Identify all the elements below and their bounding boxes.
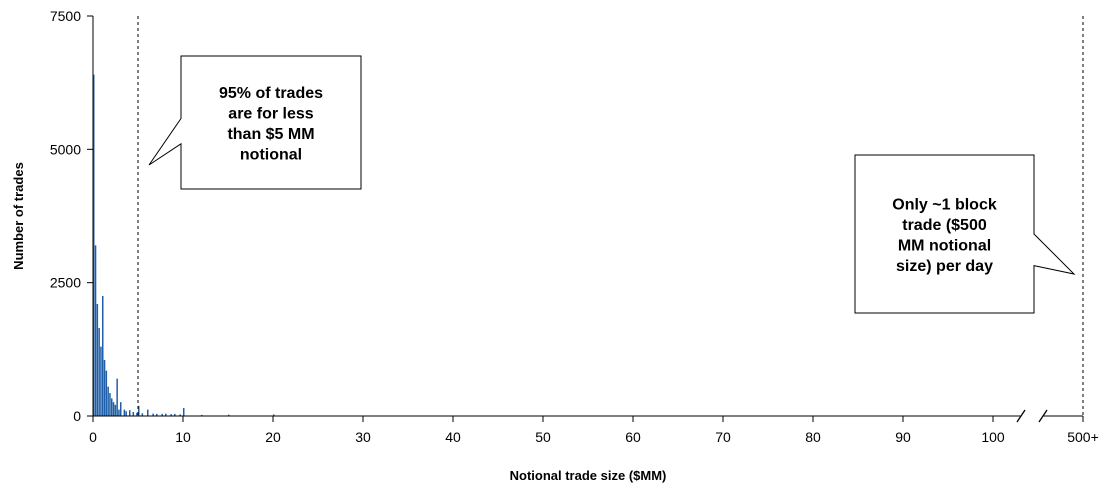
x-tick-label: 50: [535, 429, 551, 445]
x-tick-label: 90: [895, 429, 911, 445]
x-tick-label: 0: [89, 429, 97, 445]
callout-line: notional: [240, 146, 302, 163]
histogram-bar: [105, 370, 108, 416]
histogram-bar: [109, 393, 111, 416]
histogram-bar: [129, 410, 131, 416]
y-tick-label: 7500: [50, 8, 81, 24]
histogram-bar: [273, 414, 275, 416]
callout-line: MM notional: [898, 237, 991, 254]
histogram-bar: [94, 245, 97, 416]
histogram-bar: [179, 414, 181, 416]
callout-line: than $5 MM: [227, 126, 314, 143]
histogram-bar: [116, 378, 118, 416]
x-tick-label: 70: [715, 429, 731, 445]
histogram-bar: [107, 386, 109, 416]
callout-line: 95% of trades: [219, 85, 323, 102]
histogram-bar: [100, 346, 102, 416]
histogram-bar: [103, 360, 106, 416]
callout-line: trade ($500: [902, 217, 987, 234]
histogram-bar: [201, 414, 203, 416]
x-tick-label: 100: [981, 429, 1005, 445]
y-tick-label: 5000: [50, 141, 81, 157]
histogram-bar: [125, 411, 127, 416]
x-tick-label: 20: [265, 429, 281, 445]
histogram-bar: [123, 409, 126, 416]
histogram-bar: [102, 296, 104, 416]
x-tick-label: 40: [445, 429, 461, 445]
y-axis-label: Number of trades: [11, 162, 26, 270]
callout-95-percent: 95% of trades are for less than $5 MM notio…: [148, 55, 362, 190]
histogram-bar: [183, 408, 185, 416]
histogram-bar: [152, 413, 154, 416]
break-slash: [1016, 409, 1026, 423]
callout-2-text: Only ~1 block trade ($500 MM notional size)…: [892, 196, 997, 275]
histogram-bar: [174, 413, 176, 416]
y-ticks: 0 2500 5000 7500: [50, 8, 93, 424]
histogram-bar: [112, 402, 115, 416]
callout-line: size) per day: [896, 258, 993, 275]
reference-lines: [137, 16, 1084, 416]
histogram-bar: [114, 404, 117, 416]
x-tick-label: 30: [355, 429, 371, 445]
histogram-bar: [170, 414, 172, 416]
histogram-bar: [118, 409, 120, 416]
histogram-bar: [228, 414, 230, 416]
callout-2-shape: [854, 154, 1076, 314]
x-axis-label: Notional trade size ($MM): [510, 468, 667, 483]
callout-1-text: 95% of trades are for less than $5 MM notio…: [219, 85, 323, 164]
bars-group: [93, 74, 275, 417]
histogram-bar: [147, 409, 149, 416]
x-tick-label: 80: [805, 429, 821, 445]
callout-line: Only ~1 block: [892, 196, 997, 213]
break-slash: [1038, 409, 1048, 423]
histogram-bar: [136, 412, 138, 416]
x-tick-label: 60: [625, 429, 641, 445]
callout-line: are for less: [228, 105, 313, 122]
histogram-bar: [96, 304, 99, 416]
y-tick-label: 2500: [50, 275, 81, 291]
histogram-bar: [132, 412, 135, 416]
histogram-bar: [161, 413, 163, 416]
histogram-bar: [111, 398, 113, 416]
histogram-bar: [141, 413, 144, 416]
histogram-bar: [156, 413, 158, 416]
axes: [92, 16, 1083, 423]
histogram-bar: [165, 413, 167, 416]
y-tick-label: 0: [73, 408, 81, 424]
histogram-bar: [93, 74, 95, 417]
histogram-bar: [120, 402, 122, 416]
x-tick-label: 500+: [1067, 429, 1099, 445]
axis-break-mark: [1016, 409, 1048, 423]
callout-block-trade: Only ~1 block trade ($500 MM notional size)…: [854, 154, 1076, 314]
x-tick-label: 10: [175, 429, 191, 445]
callout-1-shape: [148, 55, 362, 190]
histogram-bar: [98, 328, 100, 416]
histogram-bar: [138, 405, 140, 416]
x-ticks: 0 10 20 30 40 50 60 70 80 90 100 500+: [89, 416, 1099, 445]
